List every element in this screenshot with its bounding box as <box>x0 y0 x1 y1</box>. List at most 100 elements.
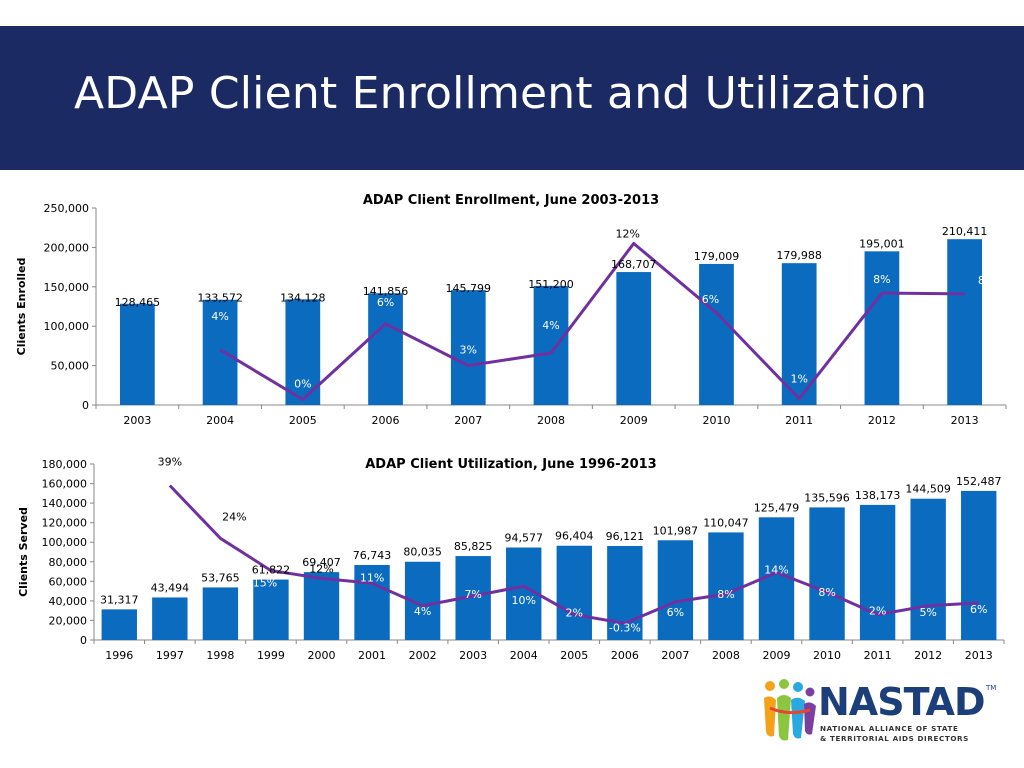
logo-subtitle-line-1: NATIONAL ALLIANCE OF STATE <box>820 724 959 733</box>
y-tick-label: 50,000 <box>51 360 90 373</box>
title-bar <box>0 26 1024 170</box>
x-tick-label: 2011 <box>864 649 892 662</box>
bar-value-label: 128,465 <box>115 296 161 309</box>
bar-value-label: 144,509 <box>905 483 951 496</box>
y-tick-label: 60,000 <box>49 575 88 588</box>
x-tick-label: 2010 <box>813 649 841 662</box>
growth-percent-label: 10% <box>511 594 535 607</box>
growth-percent-label: 6% <box>702 293 719 306</box>
bar-value-label: 80,035 <box>403 546 442 559</box>
chart-title: ADAP Client Enrollment, June 2003-2013 <box>363 193 659 208</box>
growth-percent-label: 8% <box>873 273 890 286</box>
growth-percent-label: 2% <box>566 607 583 620</box>
growth-percent-label: 4% <box>414 605 431 618</box>
bar-2001 <box>354 564 390 640</box>
bar-value-label: 134,128 <box>280 291 326 304</box>
bar-value-label: 43,494 <box>151 581 190 594</box>
y-tick-label: 120,000 <box>42 517 88 530</box>
y-tick-label: 40,000 <box>49 595 88 608</box>
bar-1999 <box>253 579 289 640</box>
bar-2006 <box>368 293 403 405</box>
growth-percent-label: 14% <box>764 564 788 577</box>
x-tick-label: 2011 <box>785 414 813 427</box>
y-tick-label: 140,000 <box>42 497 88 510</box>
bar-value-label: 138,173 <box>855 489 901 502</box>
bar-value-label: 151,200 <box>528 278 574 291</box>
growth-percent-label: 11% <box>360 571 384 584</box>
bar-value-label: 85,825 <box>454 540 493 553</box>
x-tick-label: 2005 <box>289 414 317 427</box>
x-tick-label: 2005 <box>560 649 588 662</box>
bar-value-label: 61,822 <box>252 564 291 577</box>
bar-2009 <box>616 272 652 405</box>
bar-value-label: 179,009 <box>694 250 740 263</box>
growth-percent-label: 24% <box>222 510 246 523</box>
slide-title: ADAP Client Enrollment and Utilization <box>74 68 928 119</box>
growth-percent-label: 2% <box>869 605 886 618</box>
growth-percent-label: 4% <box>211 310 228 323</box>
bar-1997 <box>152 597 188 640</box>
bar-value-label: 76,743 <box>353 549 392 562</box>
bar-2007 <box>657 540 694 640</box>
x-tick-label: 2008 <box>712 649 740 662</box>
bar-value-label: 210,411 <box>942 225 988 238</box>
x-tick-label: 1996 <box>105 649 133 662</box>
x-tick-label: 2003 <box>123 414 151 427</box>
y-axis-label: Clients Served <box>17 507 30 597</box>
growth-percent-label: 8% <box>818 586 835 599</box>
x-tick-label: 2002 <box>409 649 437 662</box>
utilization-chart: ADAP Client Utilization, June 1996-2013 C… <box>17 456 1005 662</box>
growth-percent-label: 6% <box>970 603 987 616</box>
x-tick-label: 2012 <box>914 649 942 662</box>
growth-percent-label: 6% <box>667 606 684 619</box>
growth-percent-label: 8% <box>717 588 734 601</box>
bar-value-label: 31,317 <box>100 593 139 606</box>
bar-1996 <box>101 609 137 640</box>
bar-value-label: 94,577 <box>504 532 543 545</box>
x-tick-label: 1998 <box>206 649 234 662</box>
logo-trademark: TM <box>986 684 997 692</box>
chart-title: ADAP Client Utilization, June 1996-2013 <box>365 457 656 472</box>
bar-value-label: 96,404 <box>555 530 594 543</box>
bar-value-label: 135,596 <box>804 491 850 504</box>
bar-value-label: 152,487 <box>956 475 1002 488</box>
bar-1998 <box>202 587 239 640</box>
y-tick-label: 20,000 <box>49 614 88 627</box>
bar-value-label: 141,856 <box>363 285 409 298</box>
y-tick-label: 100,000 <box>44 320 90 333</box>
y-tick-label: 100,000 <box>42 536 88 549</box>
y-tick-label: 150,000 <box>44 281 90 294</box>
bar-value-label: 69,407 <box>302 556 341 569</box>
bar-value-label: 195,001 <box>859 237 905 250</box>
bar-value-label: 110,047 <box>703 516 749 529</box>
growth-percent-label: 12% <box>309 562 333 575</box>
y-tick-label: 250,000 <box>44 202 90 215</box>
logo-wordmark: NASTAD <box>818 680 986 724</box>
x-tick-label: 1997 <box>156 649 184 662</box>
x-tick-label: 2007 <box>454 414 482 427</box>
bar-2012 <box>864 251 900 405</box>
bar-2005 <box>556 545 592 640</box>
bar-value-label: 125,479 <box>754 501 800 514</box>
bar-value-label: 101,987 <box>653 524 699 537</box>
x-tick-label: 2006 <box>372 414 400 427</box>
x-tick-label: 2012 <box>868 414 896 427</box>
enrollment-chart: ADAP Client Enrollment, June 2003-2013 Cl… <box>15 193 1007 427</box>
y-tick-label: 0 <box>82 399 89 412</box>
y-tick-label: 200,000 <box>44 241 90 254</box>
y-tick-label: 80,000 <box>49 556 88 569</box>
y-axis-label: Clients Enrolled <box>15 258 28 356</box>
bar-2012 <box>910 498 946 640</box>
x-tick-label: 2001 <box>358 649 386 662</box>
growth-percent-label: -0.3% <box>609 621 641 634</box>
bar-2007 <box>450 290 486 405</box>
bar-2000 <box>303 572 340 640</box>
bar-2008 <box>708 532 744 640</box>
x-tick-label: 2009 <box>620 414 648 427</box>
y-tick-label: 160,000 <box>42 478 88 491</box>
growth-percent-label: 7% <box>464 588 481 601</box>
growth-line <box>168 484 979 625</box>
x-tick-label: 2007 <box>661 649 689 662</box>
bar-2010 <box>809 507 845 640</box>
bar-2013 <box>947 239 983 405</box>
